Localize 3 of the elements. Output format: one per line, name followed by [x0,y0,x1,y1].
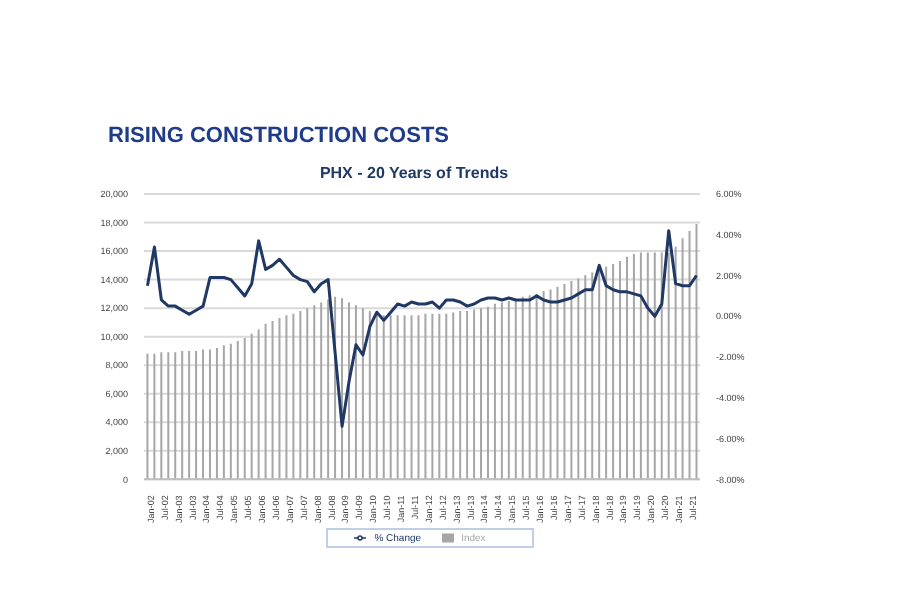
line-series [145,229,699,428]
chart-title: RISING CONSTRUCTION COSTS [108,124,450,148]
chart-subtitle: PHX - 20 Years of Trends [317,164,511,182]
